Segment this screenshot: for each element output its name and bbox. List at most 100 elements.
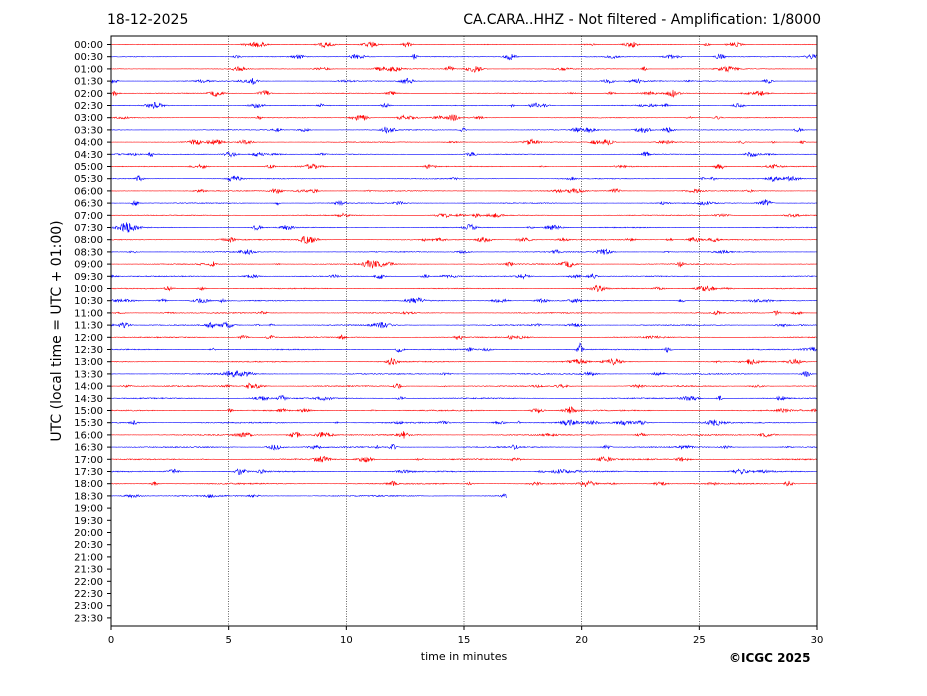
- row-label: 15:00: [74, 406, 103, 417]
- row-label: 18:30: [74, 491, 103, 502]
- row-label: 18:00: [74, 479, 103, 490]
- row-label: 23:30: [74, 613, 103, 624]
- trace-row: [110, 382, 818, 390]
- trace-row: [110, 405, 818, 414]
- date-label: 18-12-2025: [107, 12, 189, 28]
- row-label: 05:30: [74, 174, 103, 185]
- row-label: 06:00: [74, 186, 103, 197]
- copyright-label: ©ICGC 2025: [729, 651, 811, 665]
- trace-row: [110, 212, 818, 219]
- x-axis-label: time in minutes: [421, 650, 508, 663]
- row-label: 22:00: [74, 577, 103, 588]
- trace-row: [110, 493, 507, 499]
- row-label: 00:30: [74, 52, 103, 63]
- row-label: 16:00: [74, 430, 103, 441]
- trace-row: [110, 468, 818, 475]
- trace-row: [110, 65, 818, 73]
- row-label: 19:00: [74, 504, 103, 515]
- chart-title: CA.CARA..HHZ - Not filtered - Amplificat…: [463, 12, 821, 28]
- row-label: 04:00: [74, 138, 103, 149]
- trace-row: [110, 334, 818, 340]
- trace-row: [110, 114, 818, 122]
- trace-row: [110, 199, 818, 207]
- row-label: 06:30: [74, 199, 103, 210]
- trace-row: [110, 444, 818, 451]
- trace-row: [110, 89, 818, 98]
- vertical-grid: [228, 36, 700, 626]
- trace-row: [110, 248, 818, 255]
- trace-row: [110, 394, 818, 402]
- row-label: 13:30: [74, 369, 103, 380]
- row-label: 20:00: [74, 528, 103, 539]
- seismic-traces: [110, 41, 818, 499]
- x-tick-label: 10: [340, 635, 353, 646]
- row-label: 23:00: [74, 601, 103, 612]
- trace-row: [110, 175, 818, 182]
- trace-row: [110, 431, 818, 439]
- trace-row: [110, 222, 818, 233]
- row-label: 09:30: [74, 272, 103, 283]
- row-label: 11:00: [74, 308, 103, 319]
- row-label: 02:00: [74, 89, 103, 100]
- row-label: 19:30: [74, 516, 103, 527]
- row-label: 05:00: [74, 162, 103, 173]
- x-tick-label: 30: [811, 635, 824, 646]
- trace-row: [110, 126, 818, 134]
- row-label: 09:00: [74, 260, 103, 271]
- trace-row: [110, 41, 818, 49]
- row-label: 22:30: [74, 589, 103, 600]
- trace-row: [110, 77, 818, 85]
- trace-row: [110, 235, 818, 244]
- trace-row: [110, 370, 818, 378]
- x-tick-label: 5: [225, 635, 231, 646]
- trace-row: [110, 53, 818, 61]
- trace-row: [110, 297, 818, 304]
- row-label: 13:00: [74, 357, 103, 368]
- row-label: 21:30: [74, 565, 103, 576]
- trace-row: [110, 357, 818, 366]
- y-axis-label: UTC (local time = UTC + 01:00): [49, 220, 65, 441]
- trace-row: [110, 342, 818, 354]
- row-label: 08:00: [74, 235, 103, 246]
- trace-row: [110, 259, 818, 269]
- x-axis: 0 5 10 15 20 25 30: [108, 626, 824, 646]
- row-label: 14:00: [74, 382, 103, 393]
- row-label: 21:00: [74, 552, 103, 563]
- row-label: 04:30: [74, 150, 103, 161]
- trace-row: [110, 101, 818, 110]
- row-label: 11:30: [74, 321, 103, 332]
- trace-row: [110, 480, 818, 487]
- trace-row: [110, 309, 817, 317]
- trace-row: [110, 456, 818, 463]
- x-tick-label: 15: [458, 635, 471, 646]
- row-label: 07:00: [74, 211, 103, 222]
- row-label: 15:30: [74, 418, 103, 429]
- trace-row: [110, 163, 818, 170]
- x-tick-label: 20: [575, 635, 588, 646]
- row-label: 16:30: [74, 443, 103, 454]
- row-label: 17:30: [74, 467, 103, 478]
- row-label: 12:30: [74, 345, 103, 356]
- row-label: 12:00: [74, 333, 103, 344]
- row-label: 17:00: [74, 455, 103, 466]
- row-label: 10:30: [74, 296, 103, 307]
- row-label: 20:30: [74, 540, 103, 551]
- row-label: 07:30: [74, 223, 103, 234]
- row-label: 10:00: [74, 284, 103, 295]
- row-label: 03:00: [74, 113, 103, 124]
- trace-row: [110, 284, 818, 292]
- row-label: 01:00: [74, 64, 103, 75]
- trace-row: [110, 187, 818, 195]
- trace-row: [110, 419, 818, 427]
- trace-row: [110, 273, 818, 280]
- row-label: 00:00: [74, 40, 103, 51]
- row-label: 14:30: [74, 394, 103, 405]
- row-label: 01:30: [74, 77, 103, 88]
- trace-row: [110, 321, 818, 329]
- x-tick-label: 0: [108, 635, 114, 646]
- row-label: 08:30: [74, 247, 103, 258]
- x-tick-label: 25: [693, 635, 706, 646]
- trace-row: [110, 151, 818, 158]
- trace-row: [110, 138, 818, 146]
